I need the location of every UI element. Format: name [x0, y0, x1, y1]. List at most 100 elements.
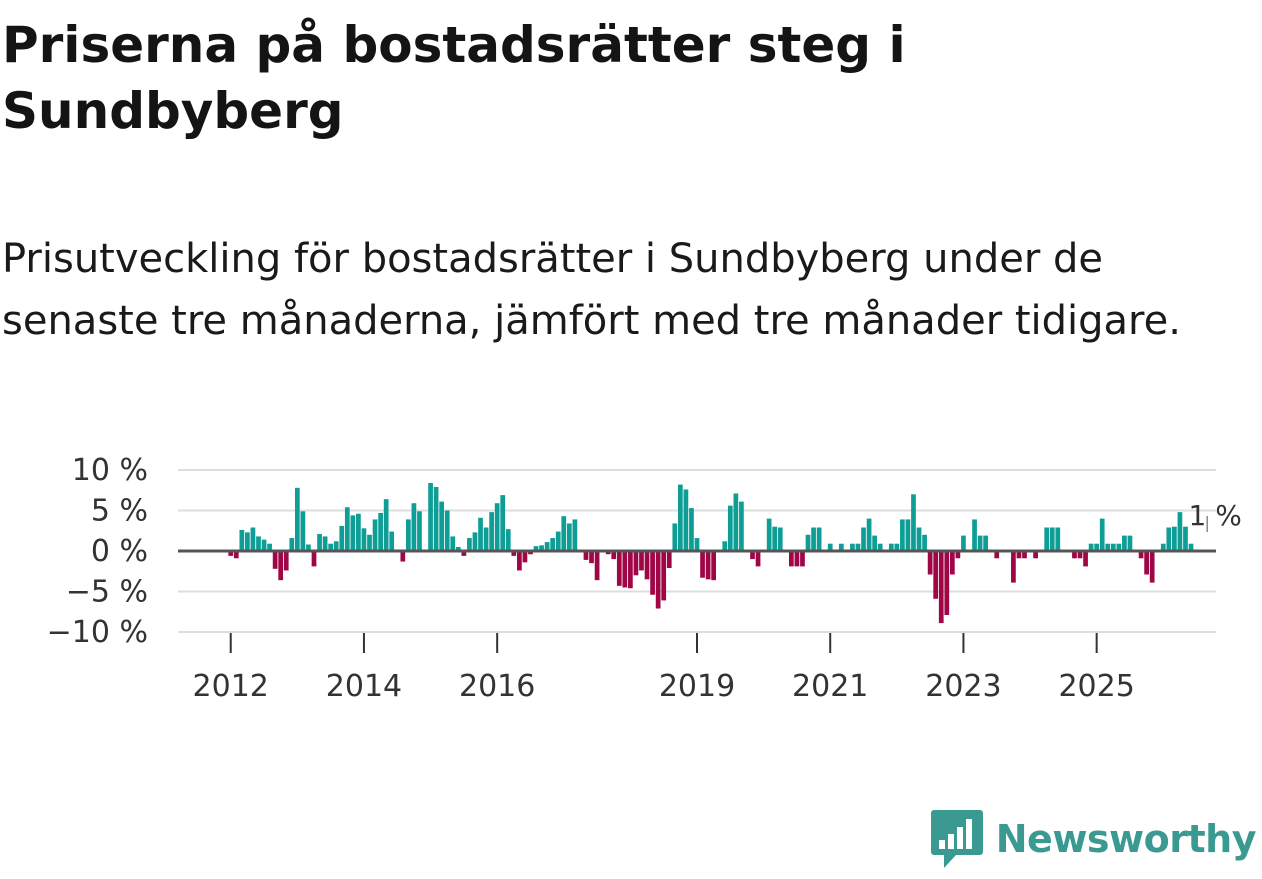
bar	[511, 551, 517, 556]
bar	[739, 501, 744, 551]
bar	[777, 527, 783, 551]
bar	[267, 543, 272, 551]
bar	[1172, 526, 1177, 551]
bar	[927, 551, 933, 575]
chart-title: Priserna på bostadsrätter steg i Sundbyb…	[2, 16, 906, 140]
bar	[805, 534, 811, 551]
bar	[1183, 526, 1188, 551]
bar	[467, 538, 472, 551]
bar	[1055, 527, 1061, 551]
bar	[672, 523, 678, 551]
bar	[650, 551, 655, 595]
bar	[1144, 551, 1149, 575]
bar	[1049, 527, 1055, 551]
bar	[766, 518, 772, 551]
bar	[700, 551, 705, 578]
bar	[417, 511, 422, 551]
bar	[722, 541, 728, 551]
bar	[311, 551, 317, 567]
bar	[677, 484, 683, 551]
bar	[233, 551, 239, 559]
bar	[855, 543, 861, 551]
bar	[245, 532, 250, 551]
bar	[289, 538, 295, 551]
bar	[339, 525, 345, 551]
bar	[500, 495, 506, 551]
bar	[983, 535, 988, 551]
bar	[356, 513, 361, 551]
bar	[661, 551, 667, 601]
bar	[1022, 551, 1027, 559]
bar	[1122, 535, 1127, 551]
bar	[639, 551, 644, 571]
bar	[605, 551, 611, 555]
y-tick-label: 10 %	[72, 453, 148, 488]
bar	[1072, 551, 1077, 559]
bar	[278, 551, 284, 581]
bar	[949, 551, 955, 575]
bar	[433, 487, 439, 551]
last-value-label: 1 %	[1189, 499, 1242, 532]
bar	[239, 529, 245, 551]
bar	[794, 551, 800, 567]
bar	[644, 551, 650, 580]
newsworthy-chart-bubble-icon	[930, 810, 983, 868]
bar	[755, 551, 761, 567]
x-axis: 2012 2014 2016 2019 2021 2023 2025	[193, 633, 1135, 704]
bar	[1083, 551, 1088, 567]
bar	[1099, 518, 1105, 551]
bar	[1044, 527, 1050, 551]
bar	[428, 482, 433, 551]
bar-series	[228, 482, 1194, 624]
bar	[383, 499, 389, 551]
bar	[566, 523, 572, 551]
bar	[539, 545, 544, 551]
x-tick-label: 2025	[1058, 669, 1134, 704]
bar	[1149, 551, 1155, 583]
x-tick-label: 2014	[326, 669, 402, 704]
bar	[389, 531, 395, 551]
bar	[938, 551, 944, 624]
bar	[378, 512, 383, 551]
bar	[400, 551, 406, 562]
bar	[228, 551, 234, 556]
bar	[1011, 551, 1016, 583]
bar	[772, 526, 778, 551]
bar	[294, 487, 300, 551]
bar	[344, 507, 350, 551]
bar	[272, 551, 278, 569]
bar	[300, 511, 306, 551]
bar	[256, 536, 261, 551]
bar	[478, 517, 483, 551]
bar	[505, 529, 511, 551]
bar	[838, 543, 844, 551]
bar	[550, 538, 556, 551]
bar	[483, 527, 489, 551]
bar	[533, 546, 539, 551]
bar	[317, 533, 322, 551]
bar	[922, 534, 927, 551]
bar	[306, 544, 311, 551]
bar	[994, 551, 1000, 559]
bar	[666, 551, 672, 569]
bar	[622, 551, 628, 588]
bar	[611, 551, 617, 560]
bar	[367, 534, 372, 551]
x-tick-label: 2016	[459, 669, 535, 704]
bar	[372, 519, 378, 551]
bar	[1105, 543, 1111, 551]
bar	[905, 519, 911, 551]
bar	[489, 512, 494, 551]
logo-wordmark: Newsworthy	[995, 817, 1257, 861]
bar	[350, 515, 356, 551]
bar	[361, 528, 367, 551]
bar	[894, 543, 900, 551]
bar	[1077, 551, 1083, 559]
bar	[961, 535, 966, 551]
bar	[1127, 535, 1133, 551]
bar	[977, 535, 983, 551]
bar	[750, 551, 755, 560]
bar	[1177, 512, 1183, 551]
bar	[933, 551, 939, 599]
bar	[1110, 543, 1116, 551]
